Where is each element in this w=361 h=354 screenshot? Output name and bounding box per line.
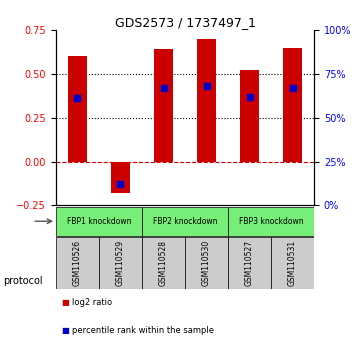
- Bar: [197, 39, 216, 161]
- Text: ■: ■: [61, 298, 69, 307]
- Text: GSM110530: GSM110530: [202, 240, 211, 286]
- Text: percentile rank within the sample: percentile rank within the sample: [72, 326, 214, 336]
- Bar: [271, 237, 314, 289]
- Bar: [154, 49, 173, 161]
- Text: FBP3 knockdown: FBP3 knockdown: [239, 217, 303, 226]
- Bar: [283, 47, 302, 161]
- Bar: [142, 207, 228, 236]
- Text: GSM110527: GSM110527: [245, 240, 254, 286]
- Text: FBP1 knockdown: FBP1 knockdown: [67, 217, 131, 226]
- Text: protocol: protocol: [4, 276, 43, 286]
- Bar: [142, 237, 185, 289]
- Text: GSM110529: GSM110529: [116, 240, 125, 286]
- Bar: [240, 70, 259, 161]
- Text: log2 ratio: log2 ratio: [72, 298, 112, 307]
- Text: GSM110526: GSM110526: [73, 240, 82, 286]
- Text: GSM110528: GSM110528: [159, 240, 168, 286]
- Bar: [56, 237, 99, 289]
- Bar: [56, 207, 142, 236]
- Bar: [111, 161, 130, 193]
- Bar: [99, 237, 142, 289]
- Bar: [68, 56, 87, 161]
- Bar: [228, 237, 271, 289]
- Text: GSM110531: GSM110531: [288, 240, 297, 286]
- Title: GDS2573 / 1737497_1: GDS2573 / 1737497_1: [114, 16, 256, 29]
- Text: FBP2 knockdown: FBP2 knockdown: [153, 217, 217, 226]
- Bar: [185, 237, 228, 289]
- Text: ■: ■: [61, 326, 69, 336]
- Bar: [228, 207, 314, 236]
